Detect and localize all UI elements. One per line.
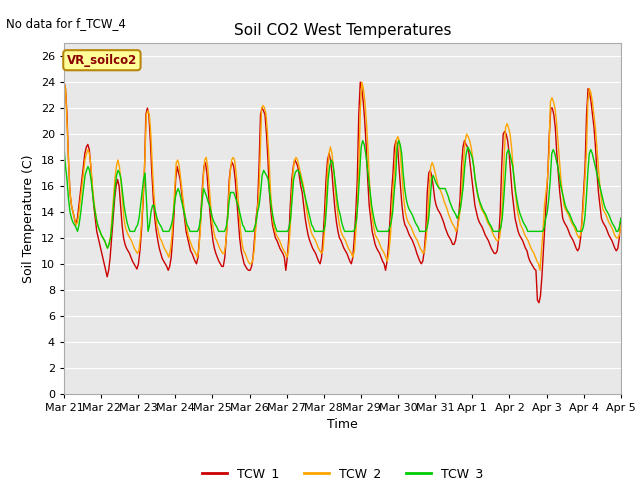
Text: No data for f_TCW_4: No data for f_TCW_4 (6, 17, 126, 30)
Text: VR_soilco2: VR_soilco2 (67, 54, 137, 67)
Title: Soil CO2 West Temperatures: Soil CO2 West Temperatures (234, 23, 451, 38)
X-axis label: Time: Time (327, 418, 358, 431)
Y-axis label: Soil Temperature (C): Soil Temperature (C) (22, 154, 35, 283)
Legend: TCW_1, TCW_2, TCW_3: TCW_1, TCW_2, TCW_3 (196, 462, 488, 480)
